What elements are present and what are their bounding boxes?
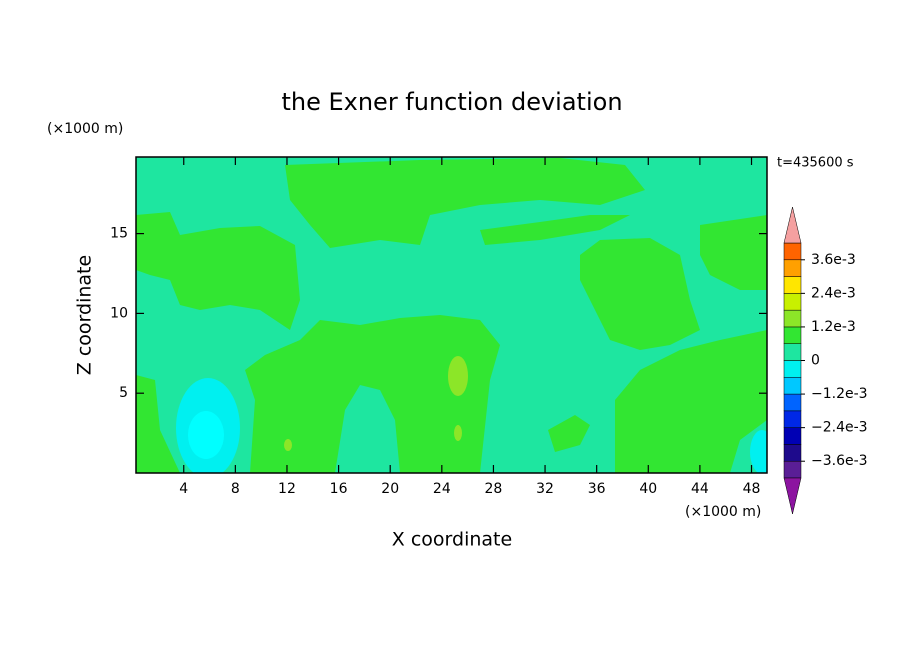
colorbar-band bbox=[783, 427, 802, 445]
y-tick-label: 15 bbox=[110, 226, 128, 242]
colorbar-label: 2.4e-3 bbox=[811, 285, 856, 301]
positive-core bbox=[448, 356, 468, 396]
colorbar-label: −1.2e-3 bbox=[811, 386, 868, 402]
colorbar-band bbox=[783, 460, 802, 479]
colorbar-band bbox=[783, 377, 802, 395]
colorbar-label: 1.2e-3 bbox=[811, 319, 856, 335]
colorbar-label: −3.6e-3 bbox=[811, 453, 868, 469]
y-tick-label: 5 bbox=[119, 385, 128, 401]
x-axis-label: X coordinate bbox=[392, 529, 512, 551]
positive-core bbox=[454, 425, 462, 441]
y-unit: (×1000 m) bbox=[47, 121, 123, 137]
y-axis-label: Z coordinate bbox=[74, 255, 96, 375]
colorbar-label: −2.4e-3 bbox=[811, 420, 868, 436]
colorbar-over bbox=[783, 206, 802, 244]
x-tick-label: 16 bbox=[330, 481, 348, 497]
colorbar-band bbox=[783, 293, 802, 311]
colorbar-band bbox=[783, 444, 802, 462]
colorbar-band bbox=[783, 343, 802, 361]
x-tick-label: 8 bbox=[231, 481, 240, 497]
x-tick-label: 12 bbox=[278, 481, 296, 497]
colorbar-band bbox=[783, 393, 802, 412]
colorbar-band bbox=[783, 259, 802, 277]
x-tick-label: 44 bbox=[691, 481, 709, 497]
colorbar-label: 3.6e-3 bbox=[811, 252, 856, 268]
negative-region bbox=[750, 430, 767, 473]
x-tick-label: 4 bbox=[179, 481, 188, 497]
x-tick-label: 48 bbox=[743, 481, 761, 497]
x-tick-label: 36 bbox=[588, 481, 606, 497]
colorbar-band bbox=[783, 309, 802, 328]
x-tick-label: 20 bbox=[381, 481, 399, 497]
x-unit: (×1000 m) bbox=[685, 504, 761, 520]
colorbar-band bbox=[783, 410, 802, 428]
contour-field bbox=[136, 157, 767, 473]
chart-title: the Exner function deviation bbox=[281, 88, 622, 116]
colorbar-label: 0 bbox=[811, 353, 820, 369]
colorbar-band bbox=[783, 326, 802, 344]
x-tick-label: 24 bbox=[433, 481, 451, 497]
x-tick-label: 40 bbox=[639, 481, 657, 497]
x-tick-label: 32 bbox=[536, 481, 554, 497]
plot-frame bbox=[135, 156, 768, 474]
negative-core bbox=[188, 411, 224, 459]
positive-regions bbox=[136, 158, 767, 473]
colorbar-under bbox=[783, 477, 802, 515]
y-tick-label: 10 bbox=[110, 305, 128, 321]
positive-core bbox=[284, 439, 292, 451]
colorbar-band bbox=[783, 242, 802, 261]
colorbar-band bbox=[783, 360, 802, 378]
colorbar-band bbox=[783, 276, 802, 294]
time-annotation: t=435600 s bbox=[777, 156, 854, 171]
x-tick-label: 28 bbox=[485, 481, 503, 497]
